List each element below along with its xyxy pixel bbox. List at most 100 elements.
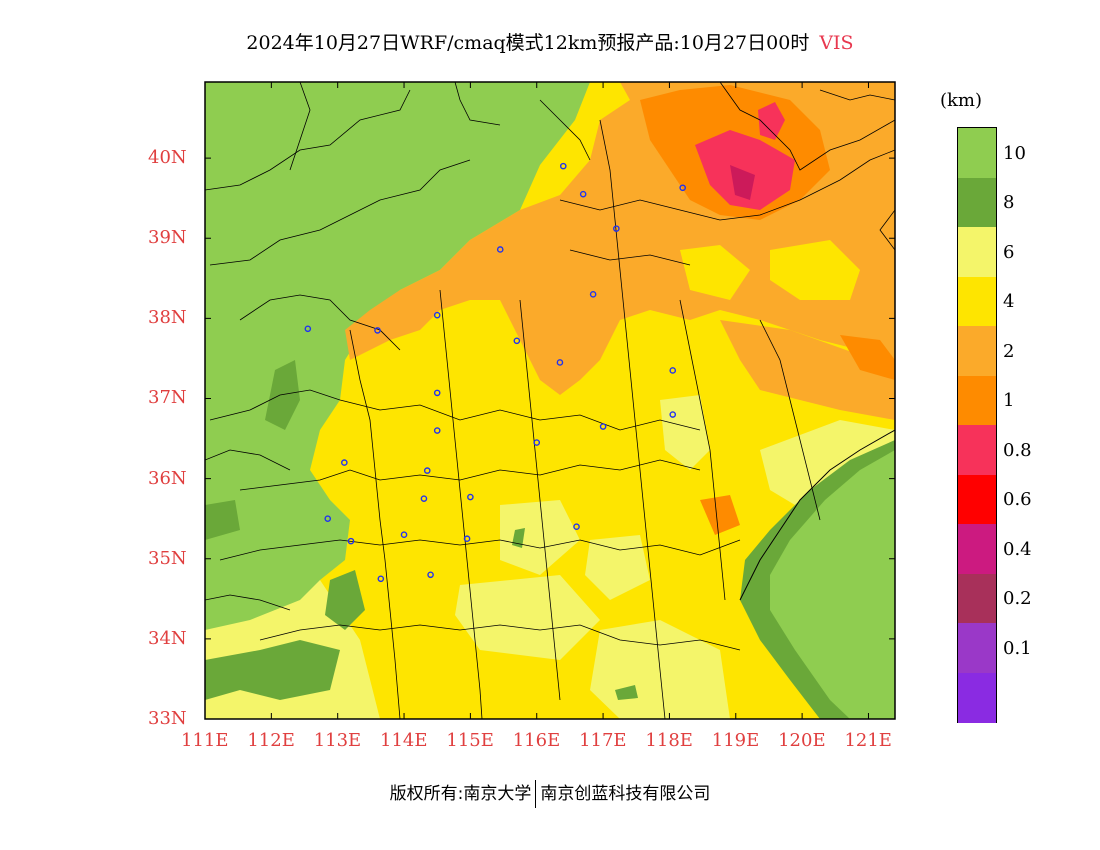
field-red <box>758 102 785 140</box>
field-dark-green <box>205 640 340 700</box>
city-marker <box>324 515 332 522</box>
city-marker <box>420 495 428 502</box>
legend-label: 2 <box>1003 340 1015 362</box>
lat-label: 34N <box>148 627 187 649</box>
city-marker <box>433 311 441 319</box>
legend-swatch <box>958 672 996 723</box>
legend-label: 10 <box>1003 142 1026 164</box>
city-marker <box>374 327 381 334</box>
lon-label: 113E <box>313 730 362 751</box>
city-marker <box>556 359 564 366</box>
footer-separator <box>535 780 537 808</box>
legend-swatch <box>958 623 996 673</box>
legend-swatch <box>958 128 996 178</box>
lat-label: 33N <box>148 708 187 729</box>
city-marker <box>533 439 541 446</box>
field-light-yellow <box>660 395 710 470</box>
lat-label: 35N <box>148 547 187 569</box>
legend-label: 0.4 <box>1003 538 1032 560</box>
legend-label: 0.6 <box>1003 489 1032 511</box>
lat-label: 38N <box>148 307 187 329</box>
lon-label: 112E <box>247 730 295 751</box>
lon-label: 115E <box>446 730 494 751</box>
field-dark-orange <box>840 335 895 380</box>
legend-label: 0.1 <box>1003 637 1032 659</box>
field-dark-green <box>205 500 240 540</box>
legend-unit: (km) <box>940 90 983 111</box>
city-marker <box>573 523 580 530</box>
legend-label: 8 <box>1003 192 1015 214</box>
city-marker <box>496 246 504 253</box>
boundaries <box>205 82 895 719</box>
city-marker <box>341 459 348 466</box>
field-dark-orange <box>700 495 740 535</box>
field-light-yellow <box>585 535 650 600</box>
city-marker <box>433 427 441 434</box>
legend-swatch <box>958 177 996 228</box>
field-light-yellow <box>500 500 580 575</box>
field-red <box>695 130 795 210</box>
footer: 版权所有:南京大学 南京创蓝科技有限公司 <box>0 779 1100 808</box>
legend-swatch <box>958 375 996 426</box>
lon-label: 118E <box>645 730 693 751</box>
legend-swatch <box>958 425 996 475</box>
map-title: 2024年10月27日WRF/cmaq模式12km预报产品:10月27日00时 V… <box>0 28 1100 55</box>
lon-label: 114E <box>380 730 428 751</box>
lat-label: 40N <box>148 147 187 169</box>
city-marker <box>423 467 431 474</box>
city-marker <box>669 367 677 374</box>
lat-label: 39N <box>148 227 187 249</box>
city-marker <box>347 537 355 545</box>
legend-swatch <box>958 326 996 376</box>
legend-label: 0.8 <box>1003 439 1032 461</box>
field-dark-green <box>615 685 638 700</box>
legend-swatch <box>958 276 996 327</box>
legend-swatch <box>958 227 996 277</box>
city-marker <box>559 162 567 170</box>
city-marker <box>463 535 471 543</box>
legend-label: 1 <box>1003 390 1015 412</box>
city-markers <box>304 162 686 583</box>
city-marker <box>579 190 587 198</box>
city-marker <box>679 184 686 192</box>
visibility-field <box>205 82 895 719</box>
field-yellow-hole <box>680 245 750 300</box>
city-marker <box>589 291 597 298</box>
city-marker <box>377 575 385 583</box>
company-text: 南京创蓝科技有限公司 <box>540 784 711 804</box>
field-dark-green <box>265 360 300 430</box>
city-marker <box>599 423 607 430</box>
field-deep-red <box>730 165 755 200</box>
city-marker <box>467 493 474 501</box>
legend-label: 6 <box>1003 241 1015 263</box>
city-marker <box>304 325 312 333</box>
variable-name: VIS <box>819 32 854 54</box>
legend-swatch <box>958 573 996 624</box>
legend-colorbar <box>957 127 997 723</box>
lon-label: 111E <box>181 730 229 751</box>
city-marker <box>433 389 441 397</box>
city-marker <box>400 531 408 539</box>
city-marker <box>669 411 677 418</box>
legend-swatch <box>958 524 996 574</box>
city-marker <box>513 337 521 345</box>
field-yellow-hole <box>770 240 860 300</box>
lon-label: 121E <box>844 730 892 751</box>
lon-label: 120E <box>778 730 826 751</box>
legend-label: 4 <box>1003 291 1015 313</box>
legend-swatch <box>958 474 996 525</box>
city-marker <box>613 225 620 232</box>
lon-label: 116E <box>512 730 561 751</box>
axis-ticks <box>204 82 895 720</box>
field-green <box>205 82 590 630</box>
lon-label: 119E <box>711 730 760 751</box>
title-text: 2024年10月27日WRF/cmaq模式12km预报产品:10月27日00时 <box>246 32 810 54</box>
legend-label: 0.2 <box>1003 588 1032 610</box>
lat-label: 37N <box>148 387 187 409</box>
city-marker <box>427 571 434 579</box>
field-light-yellow <box>455 575 600 660</box>
copyright-text: 版权所有:南京大学 <box>389 784 532 804</box>
field-sea-green <box>770 450 895 719</box>
lon-label: 117E <box>579 730 627 751</box>
